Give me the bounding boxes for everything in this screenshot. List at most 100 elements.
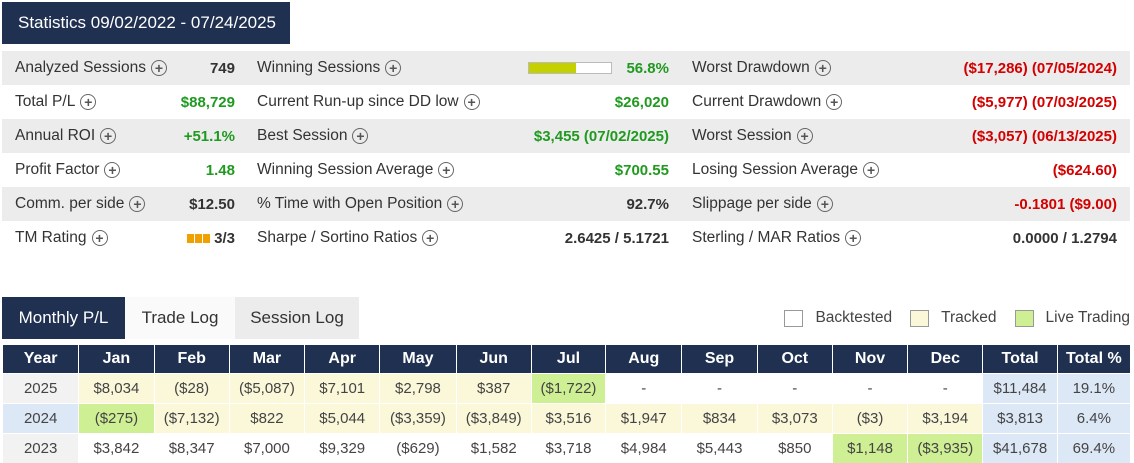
stat-value-text: $700.55	[614, 161, 669, 179]
stat-label-text: Total P/L	[15, 93, 76, 110]
stat-cell: Current Run-up since DD low + $26,020	[243, 85, 677, 119]
month-cell: $9,329	[304, 433, 381, 463]
column-header: Sep	[681, 344, 758, 374]
table-row: 2025 $8,034 ($28) ($5,087) $7,101 $2,798 $387(…	[1, 373, 1132, 404]
total-cell: $11,484	[982, 373, 1058, 404]
stat-label-text: % Time with Open Position	[257, 195, 443, 212]
stat-value-text: $3,455 (07/02/2025)	[533, 127, 669, 145]
expand-plus-icon[interactable]: +	[352, 128, 369, 144]
tab-monthly-pl[interactable]: Monthly P/L	[2, 297, 125, 339]
legend-label-live: Live Trading	[1045, 309, 1130, 326]
month-cell: $822	[228, 403, 306, 434]
stat-value-text: 92.7%	[626, 195, 669, 213]
stat-label-text: TM Rating	[15, 229, 87, 246]
stat-label: Annual ROI +	[15, 127, 117, 145]
month-cell: ($1,722)	[530, 373, 607, 404]
month-cell: $834	[681, 403, 758, 434]
month-cell: $1,148	[831, 433, 909, 463]
column-header: Oct	[756, 344, 833, 374]
stat-cell: Worst Drawdown + ($17,286) (07/05/2024)	[677, 51, 1130, 85]
column-header: Aug	[605, 344, 683, 374]
expand-plus-icon[interactable]: +	[80, 94, 97, 110]
stat-value-text: -0.1801 ($9.00)	[1014, 195, 1117, 213]
expand-plus-icon[interactable]: +	[463, 94, 480, 110]
winning-sessions-bar-fill	[529, 63, 577, 73]
stats-row: Annual ROI + +51.1% Best Session + $3,455 (07…	[2, 119, 1130, 153]
expand-plus-icon[interactable]: +	[863, 162, 880, 178]
stat-value-text: $12.50	[189, 195, 235, 213]
expand-plus-icon[interactable]: +	[816, 196, 833, 212]
legend-swatch-tracked	[910, 309, 930, 327]
stat-cell: Total P/L + $88,729	[2, 85, 243, 119]
month-cell: $8,034	[78, 373, 155, 404]
stat-value-text: ($5,977) (07/03/2025)	[971, 93, 1117, 111]
month-cell: ($5,087)	[228, 373, 306, 404]
table-row: 2024 ($275) ($7,132) $822 $5,044 ($3,359) ($3,…	[1, 403, 1132, 434]
stat-value: ($17,286) (07/05/2024)	[964, 60, 1117, 77]
stats-title: Statistics 09/02/2022 - 07/24/2025	[18, 13, 277, 32]
stat-cell: Analyzed Sessions +749	[2, 51, 243, 85]
stat-label: Sterling / MAR Ratios +	[692, 229, 862, 247]
stat-label-text: Winning Session Average	[257, 161, 434, 178]
total-pct-cell: 19.1%	[1056, 373, 1132, 404]
month-cell: ($275)	[78, 403, 155, 434]
stat-label-text: Analyzed Sessions	[15, 59, 146, 76]
month-cell: $2,798	[379, 373, 457, 404]
expand-plus-icon[interactable]: +	[385, 60, 402, 76]
expand-plus-icon[interactable]: +	[826, 94, 843, 110]
expand-plus-icon[interactable]: +	[796, 128, 813, 144]
stat-value: 1.48	[206, 162, 235, 179]
expand-plus-icon[interactable]: +	[100, 128, 117, 144]
column-header: Jun	[455, 344, 532, 374]
expand-plus-icon[interactable]: +	[91, 230, 108, 246]
stat-label: Total P/L +	[15, 93, 97, 111]
expand-plus-icon[interactable]: +	[104, 162, 121, 178]
stat-cell: Slippage per side + -0.1801 ($9.00)	[677, 187, 1130, 221]
stat-value: 749	[210, 60, 235, 77]
expand-plus-icon[interactable]: +	[438, 162, 455, 178]
stats-header: Statistics 09/02/2022 - 07/24/2025	[2, 2, 290, 44]
legend-swatch-live	[1014, 309, 1034, 327]
expand-plus-icon[interactable]: +	[845, 230, 862, 246]
stat-cell: Winning Sessions +56.8%	[243, 51, 677, 85]
table-row: 2023 $3,842 $8,347 $7,000 $9,329 ($629) $1,582…	[1, 433, 1132, 463]
table-header-row: Year Jan Feb Mar Apr May Jun Jul Aug Sep Oct Nov Dec…	[1, 344, 1132, 374]
tab-session-log[interactable]: Session Log	[235, 297, 359, 339]
stat-value-text: 3/3	[214, 229, 235, 247]
stat-cell: Current Drawdown + ($5,977) (07/03/2025)	[677, 85, 1130, 119]
stat-label-text: Sharpe / Sortino Ratios	[257, 229, 418, 246]
stat-value: ($624.60)	[1053, 162, 1117, 179]
stat-label: Worst Drawdown +	[692, 59, 831, 77]
stat-value-text: $26,020	[614, 93, 669, 111]
year-cell: 2024	[1, 403, 80, 434]
stat-label-text: Current Drawdown	[692, 93, 822, 110]
column-header: Apr	[304, 344, 381, 374]
stat-label-text: Profit Factor	[15, 161, 100, 178]
month-cell: -	[907, 373, 984, 404]
stat-value-text: 56.8%	[626, 59, 669, 77]
stat-cell: Losing Session Average + ($624.60)	[677, 153, 1130, 187]
stat-value: 2.6425 / 5.1721	[565, 230, 669, 247]
month-cell: $7,000	[228, 433, 306, 463]
expand-plus-icon[interactable]: +	[129, 196, 146, 212]
legend-label-tracked: Tracked	[941, 309, 997, 326]
stat-label: Winning Session Average +	[257, 161, 455, 179]
stat-cell: Profit Factor +1.48	[2, 153, 243, 187]
expand-plus-icon[interactable]: +	[447, 196, 464, 212]
expand-plus-icon[interactable]: +	[150, 60, 167, 76]
month-cell: $5,044	[304, 403, 381, 434]
column-header: Total %	[1056, 344, 1132, 374]
tab-trade-log[interactable]: Trade Log	[125, 297, 235, 339]
expand-plus-icon[interactable]: +	[422, 230, 439, 246]
month-cell: $8,347	[153, 433, 230, 463]
stat-label-text: Worst Session	[692, 127, 792, 144]
expand-plus-icon[interactable]: +	[814, 60, 831, 76]
month-cell: $850	[756, 433, 833, 463]
month-cell: $7,101	[304, 373, 381, 404]
stat-cell: Sterling / MAR Ratios +0.0000 / 1.2794	[677, 221, 1130, 255]
legend-live: Live Trading	[1014, 309, 1130, 327]
legend-tracked: Tracked	[910, 309, 997, 327]
month-cell: -	[756, 373, 833, 404]
stat-value: 56.8%	[528, 60, 669, 77]
stats-row: Comm. per side + $12.50% Time with Open Po…	[2, 187, 1130, 221]
